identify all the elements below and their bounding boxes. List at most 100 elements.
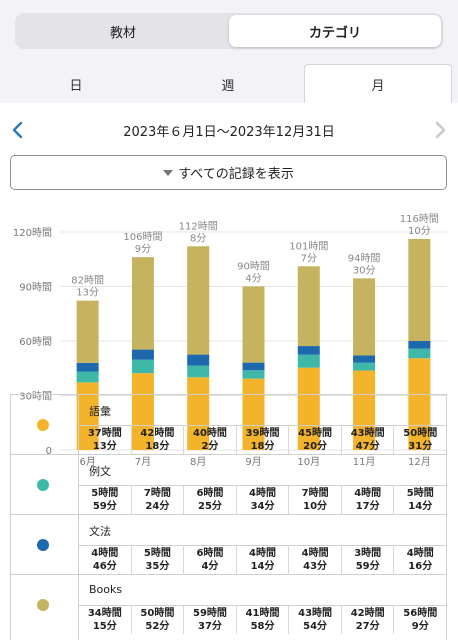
cell-minutes: 18分: [145, 441, 170, 452]
month-cell: 39時間 18分: [237, 426, 290, 454]
cell-hours: 5時間: [143, 548, 171, 559]
month-cell: 7時間 10分: [289, 486, 342, 514]
cell-hours: 56時間: [403, 608, 438, 619]
segment-category[interactable]: カテゴリ: [229, 15, 441, 47]
color-cell: [11, 455, 79, 514]
cell-hours: 4時間: [91, 548, 119, 559]
bar-segment: [76, 371, 99, 383]
month-cells: 5時間 59分 7時間 24分 6時間 25分 4時間 34分 7時間 10分 4時間 17分 5時間 1…: [79, 485, 446, 514]
month-cell: 41時間 58分: [237, 606, 290, 634]
cell-hours: 41時間: [245, 608, 280, 619]
bar-segment: [297, 354, 320, 368]
category-color-dot: [37, 419, 49, 431]
category-name: Books: [89, 583, 123, 596]
triangle-down-icon: [163, 170, 174, 176]
bar-segment: [131, 349, 154, 360]
tab-day[interactable]: 日: [69, 78, 83, 94]
x-tick-label: 12月: [408, 456, 431, 468]
month-cell: 4時間 14分: [237, 546, 290, 574]
segmented-control: 教材 カテゴリ: [15, 13, 443, 49]
chevron-right-icon[interactable]: [432, 120, 448, 140]
cell-minutes: 4分: [201, 561, 219, 572]
month-cell: 3時間 59分: [342, 546, 395, 574]
x-tick-label: 9月: [245, 456, 261, 468]
category-row: 例文 5時間 59分 7時間 24分 6時間 25分 4時間 34分 7時間 10分 4時間 17分 5時…: [11, 455, 446, 515]
month-cell: 34時間 15分: [79, 606, 132, 634]
cell-hours: 34時間: [87, 608, 122, 619]
total-hours-label: 82時間: [71, 275, 104, 287]
total-minutes-label: 7分: [301, 252, 317, 264]
cell-hours: 7時間: [143, 488, 171, 499]
category-color-dot: [37, 479, 49, 491]
cell-hours: 4時間: [249, 488, 276, 499]
cell-minutes: 24分: [145, 501, 170, 512]
x-tick-label: 7月: [135, 456, 151, 468]
bar-segment: [187, 354, 210, 366]
total-hours-label: 116時間: [400, 213, 439, 225]
show-all-records-button[interactable]: すべての記録を表示: [10, 155, 447, 190]
cell-hours: 4時間: [249, 548, 276, 559]
color-cell: [11, 575, 79, 640]
month-cell: 4時間 16分: [394, 546, 446, 574]
bar-segment: [408, 348, 431, 359]
bar-segment: [242, 286, 265, 363]
cell-hours: 39時間: [245, 428, 280, 439]
month-cell: 42時間 27分: [342, 606, 395, 634]
chevron-left-icon[interactable]: [10, 120, 26, 140]
total-hours-label: 94時間: [348, 252, 381, 264]
x-tick-label: 10月: [297, 456, 320, 468]
cell-minutes: 27分: [355, 621, 380, 632]
month-cells: 34時間 15分 50時間 52分 59時間 37分 41時間 58分 43時間 54分 42時間 2…: [79, 605, 446, 634]
bar-segment: [297, 266, 320, 347]
cell-minutes: 43分: [303, 561, 328, 572]
total-minutes-label: 13分: [76, 287, 99, 299]
cell-minutes: 18分: [250, 441, 275, 452]
bar-segment: [353, 278, 376, 356]
bar-segment: [187, 377, 210, 450]
cell-hours: 59時間: [192, 608, 227, 619]
month-cell: 5時間 59分: [79, 486, 132, 514]
cell-hours: 4時間: [354, 488, 382, 499]
month-cell: 43時間 54分: [289, 606, 342, 634]
category-table: 語彙 37時間 13分 42時間 18分 40時間 2分 39時間 18分 45時間 20分 43時間…: [10, 394, 447, 640]
category-name: 語彙: [89, 405, 111, 418]
cell-minutes: 46分: [92, 561, 117, 572]
month-cell: 4時間 46分: [79, 546, 132, 574]
bar-segment: [242, 370, 265, 379]
month-cell: 4時間 43分: [289, 546, 342, 574]
month-cell: 50時間 52分: [132, 606, 185, 634]
cell-minutes: 14分: [408, 501, 433, 512]
show-all-label: すべての記録を表示: [178, 167, 294, 182]
month-cell: 50時間 31分: [394, 426, 446, 454]
cell-minutes: 34分: [250, 501, 275, 512]
cell-hours: 6時間: [196, 548, 224, 559]
bar-segment: [131, 359, 154, 374]
tab-month[interactable]: 月: [304, 64, 452, 104]
month-cell: 6時間 4分: [184, 546, 237, 574]
cell-hours: 45時間: [298, 428, 333, 439]
cell-hours: 4時間: [406, 548, 434, 559]
segment-materials[interactable]: 教材: [109, 25, 136, 41]
cell-minutes: 9分: [411, 621, 429, 632]
cell-hours: 3時間: [354, 548, 382, 559]
month-cell: 5時間 35分: [132, 546, 185, 574]
bar-segment: [297, 346, 320, 355]
x-tick-label: 6月: [79, 456, 95, 468]
date-range: 2023年６月1日～2023年12月31日: [123, 125, 335, 140]
date-navigation: 2023年６月1日～2023年12月31日: [0, 117, 458, 143]
x-tick-label: 11月: [353, 456, 376, 468]
cell-minutes: 15分: [92, 621, 117, 632]
month-cell: 59時間 37分: [184, 606, 237, 634]
cell-hours: 50時間: [140, 608, 175, 619]
month-cell: 45時間 20分: [289, 426, 342, 454]
tab-week[interactable]: 週: [221, 78, 235, 94]
bar-segment: [353, 370, 376, 450]
cell-hours: 43時間: [298, 608, 333, 619]
cell-minutes: 47分: [355, 441, 380, 452]
cell-minutes: 52分: [145, 621, 170, 632]
total-minutes-label: 10分: [408, 225, 431, 237]
cell-hours: 37時間: [87, 428, 122, 439]
y-tick-label: 60時間: [19, 336, 52, 348]
y-tick-label: 120時間: [13, 227, 52, 239]
total-hours-label: 101時間: [289, 240, 328, 252]
